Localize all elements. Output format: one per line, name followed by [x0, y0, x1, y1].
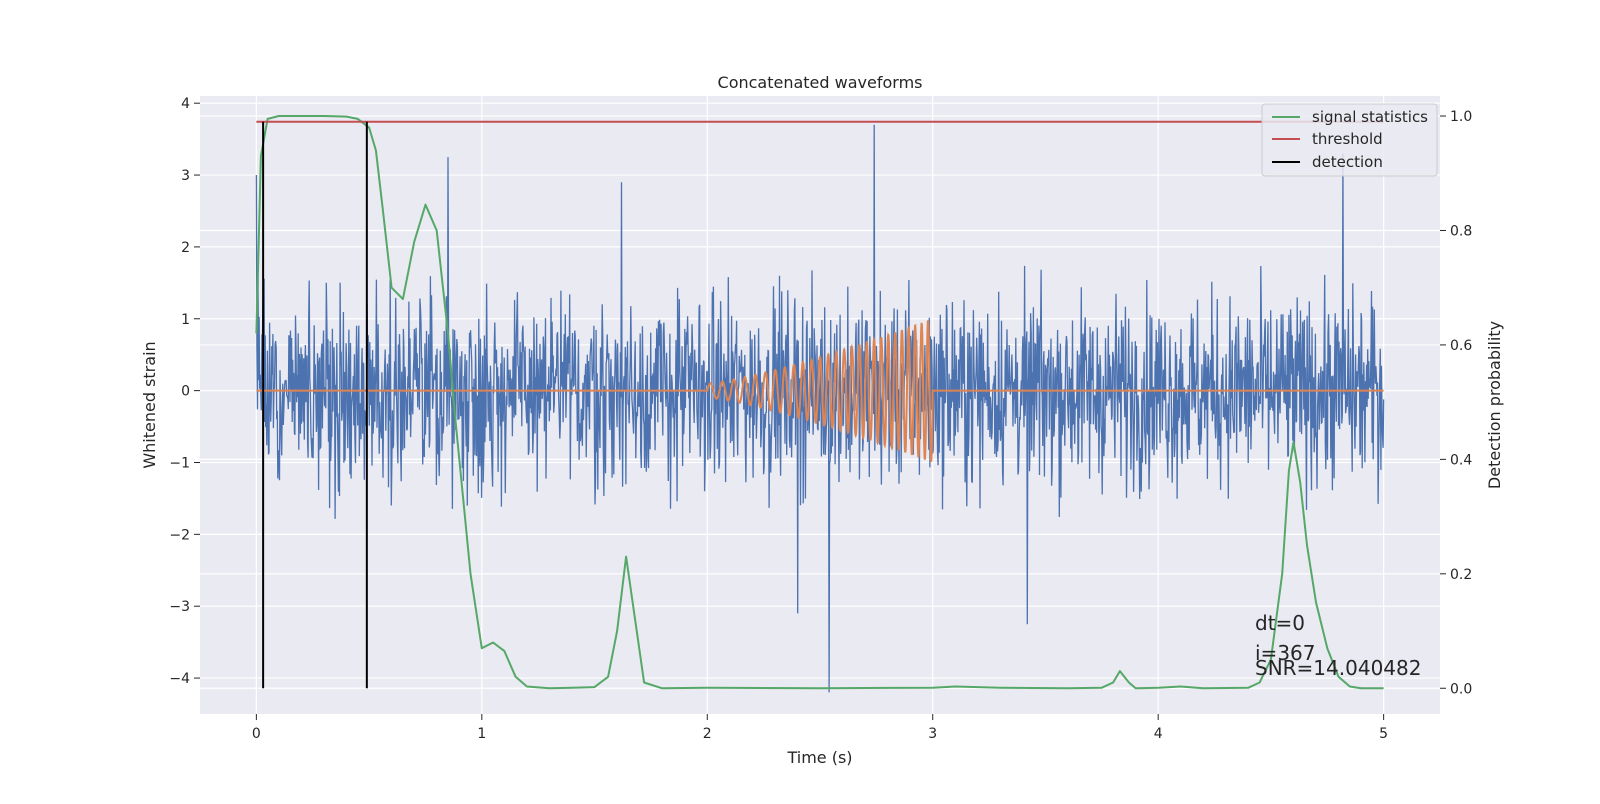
y2-axis-label: Detection probability — [1485, 321, 1504, 489]
x-tick-label: 5 — [1379, 726, 1388, 742]
y-tick-label: 3 — [181, 168, 190, 184]
y2-tick-label: 0.0 — [1450, 681, 1472, 697]
y2-tick-label: 0.2 — [1450, 567, 1472, 583]
chart-title: Concatenated waveforms — [718, 73, 923, 92]
y2-tick-label: 0.6 — [1450, 338, 1472, 354]
strain-series — [255, 124, 1385, 693]
y2-tick-label: 1.0 — [1450, 109, 1472, 125]
annotation-i: i=367 — [1255, 641, 1316, 665]
annotation-dt: dt=0 — [1255, 611, 1305, 635]
series-layer — [255, 115, 1385, 693]
y-tick-label: −2 — [169, 527, 190, 543]
y-tick-label: 1 — [181, 312, 190, 328]
legend-label-signal-statistics: signal statistics — [1312, 108, 1428, 126]
legend: signal statistics threshold detection — [1261, 103, 1438, 177]
x-tick-label: 3 — [928, 726, 937, 742]
y2-tick-label: 0.4 — [1450, 452, 1472, 468]
legend-box — [1261, 103, 1438, 177]
y-axis-ticks: −4 −3 −2 −1 0 1 2 3 4 — [169, 96, 200, 687]
annotation-snr: SNR=14.040482 — [1255, 656, 1421, 680]
y-tick-label: −1 — [169, 455, 190, 471]
y-tick-label: 4 — [181, 96, 190, 112]
y-axis-label: Whitened strain — [140, 341, 159, 468]
x-axis-ticks: 0 1 2 3 4 5 — [252, 714, 1388, 742]
y-tick-label: −4 — [169, 671, 190, 687]
template-series — [256, 320, 1384, 463]
y-tick-label: −3 — [169, 599, 190, 615]
y2-tick-label: 0.8 — [1450, 223, 1472, 239]
legend-label-threshold: threshold — [1312, 130, 1383, 148]
y2-axis-ticks: 0.0 0.2 0.4 0.6 0.8 1.0 — [1440, 109, 1472, 697]
y-tick-label: 2 — [181, 240, 190, 256]
x-axis-label: Time (s) — [786, 748, 852, 767]
x-tick-label: 2 — [703, 726, 712, 742]
y-tick-label: 0 — [181, 384, 190, 400]
legend-label-detection: detection — [1312, 153, 1383, 171]
x-tick-label: 0 — [252, 726, 261, 742]
x-tick-label: 4 — [1154, 726, 1163, 742]
signal-statistics-series — [255, 115, 1384, 690]
x-tick-label: 1 — [477, 726, 486, 742]
